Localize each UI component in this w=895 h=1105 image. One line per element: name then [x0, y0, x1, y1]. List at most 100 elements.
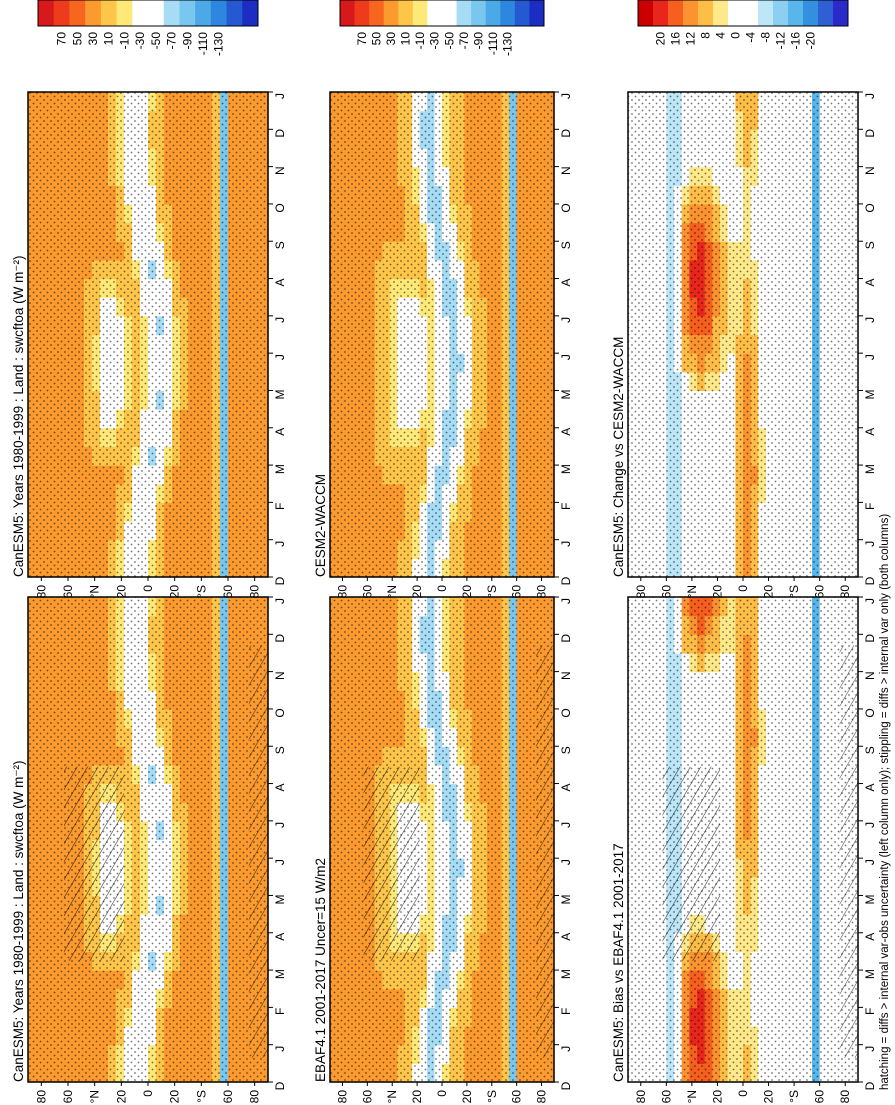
- lat-tick-label: 80: [248, 585, 262, 599]
- month-tick-label: J: [559, 317, 573, 323]
- month-tick-label: J: [273, 93, 287, 99]
- month-tick-label: D: [559, 634, 573, 643]
- month-tick-label: J: [559, 1046, 573, 1052]
- month-tick-label: N: [863, 671, 877, 680]
- lat-tick-label: 20: [762, 1090, 776, 1104]
- month-tick-label: M: [559, 464, 573, 474]
- month-tick-label: F: [559, 503, 573, 510]
- month-tick-label: D: [863, 634, 877, 643]
- month-tick-label: J: [559, 598, 573, 604]
- colorbar-label: -90: [180, 32, 194, 50]
- colorbar-swatch: [383, 0, 399, 26]
- colorbar-swatch: [132, 0, 149, 26]
- lat-tick-label: 20: [114, 585, 128, 599]
- month-tick-label: S: [273, 241, 287, 249]
- lat-tick-label: 80: [634, 1090, 648, 1104]
- month-tick-label: F: [273, 503, 287, 510]
- lat-tick-label: °N: [88, 1090, 102, 1103]
- lat-tick-label: 0: [435, 585, 449, 592]
- month-tick-label: M: [273, 894, 287, 904]
- month-tick-label: J: [863, 822, 877, 828]
- colorbar-swatch: [500, 0, 516, 26]
- month-tick-label: M: [273, 389, 287, 399]
- month-tick-label: M: [559, 894, 573, 904]
- lat-tick-label: 60: [61, 1090, 75, 1104]
- lat-tick-label: °N: [385, 1090, 399, 1103]
- month-tick-label: A: [863, 784, 877, 792]
- lat-tick-label: 80: [34, 585, 48, 599]
- panel-title: EBAF4.1 2001-2017 Uncer=15 W/m2: [313, 858, 328, 1082]
- month-tick-label: S: [273, 746, 287, 754]
- lat-tick-label: 80: [34, 1090, 48, 1104]
- month-tick-label: J: [273, 354, 287, 360]
- month-tick-label: A: [273, 784, 287, 792]
- month-tick-label: J: [863, 598, 877, 604]
- colorbar-label: -130: [501, 32, 515, 56]
- panel-title: CanESM5: Years 1980-1999 : Land : swcfto…: [11, 760, 26, 1082]
- month-tick-label: M: [863, 894, 877, 904]
- hatching-overlay: [662, 766, 720, 961]
- month-tick-label: J: [559, 541, 573, 547]
- hatching-overlay: [363, 766, 420, 961]
- colorbar-swatch: [116, 0, 133, 26]
- month-tick-label: J: [273, 1046, 287, 1052]
- month-tick-label: D: [273, 576, 287, 585]
- lat-tick-label: °S: [194, 1090, 208, 1103]
- colorbar-swatch: [85, 0, 102, 26]
- colorbar-frame: [339, 0, 545, 27]
- month-tick-label: J: [273, 859, 287, 865]
- colorbar-swatch: [456, 0, 472, 26]
- month-tick-label: J: [559, 822, 573, 828]
- lat-tick-label: 60: [360, 585, 374, 599]
- lat-tick-label: °N: [685, 1090, 699, 1103]
- month-tick-label: J: [863, 1046, 877, 1052]
- colorbar-frame: [37, 0, 259, 27]
- month-tick-label: D: [863, 1081, 877, 1090]
- colorbar-label: 10: [102, 32, 116, 46]
- colorbar-label: -70: [457, 32, 471, 50]
- colorbar-swatch: [226, 0, 243, 26]
- month-tick-label: A: [273, 279, 287, 287]
- colorbar-swatch: [369, 0, 385, 26]
- month-tick-label: J: [559, 354, 573, 360]
- lat-tick-label: 60: [360, 1090, 374, 1104]
- lat-tick-label: 60: [61, 585, 75, 599]
- colorbar-label: 30: [86, 32, 100, 46]
- colorbar-label: 70: [55, 32, 69, 46]
- lat-tick-label: °S: [194, 585, 208, 598]
- lat-tick-label: 20: [460, 585, 474, 599]
- colorbar-label: -90: [471, 32, 485, 50]
- lat-tick-label: 20: [710, 1090, 724, 1104]
- month-tick-label: A: [273, 428, 287, 436]
- month-tick-label: D: [559, 129, 573, 138]
- colorbar-swatch: [471, 0, 487, 26]
- lat-tick-label: 20: [114, 1090, 128, 1104]
- colorbar-label: -10: [413, 32, 427, 50]
- colorbar-swatch: [354, 0, 370, 26]
- lat-tick-label: 80: [248, 1090, 262, 1104]
- colorbar-swatch: [148, 0, 165, 26]
- month-tick-label: A: [863, 933, 877, 941]
- lat-tick-label: 60: [659, 1090, 673, 1104]
- colorbar-swatch: [412, 0, 428, 26]
- colorbar-label: -130: [212, 32, 226, 56]
- hatching-overlay: [839, 645, 858, 1058]
- lat-tick-label: 60: [221, 1090, 235, 1104]
- month-tick-label: J: [559, 93, 573, 99]
- month-tick-label: N: [559, 166, 573, 175]
- lat-tick-label: 60: [510, 585, 524, 599]
- colorbar-swatch: [514, 0, 530, 26]
- lat-tick-label: 0: [141, 585, 155, 592]
- month-tick-label: M: [559, 969, 573, 979]
- month-tick-label: D: [273, 1081, 287, 1090]
- lat-tick-label: 20: [168, 585, 182, 599]
- month-tick-label: N: [273, 166, 287, 175]
- colorbar-label: 50: [70, 32, 84, 46]
